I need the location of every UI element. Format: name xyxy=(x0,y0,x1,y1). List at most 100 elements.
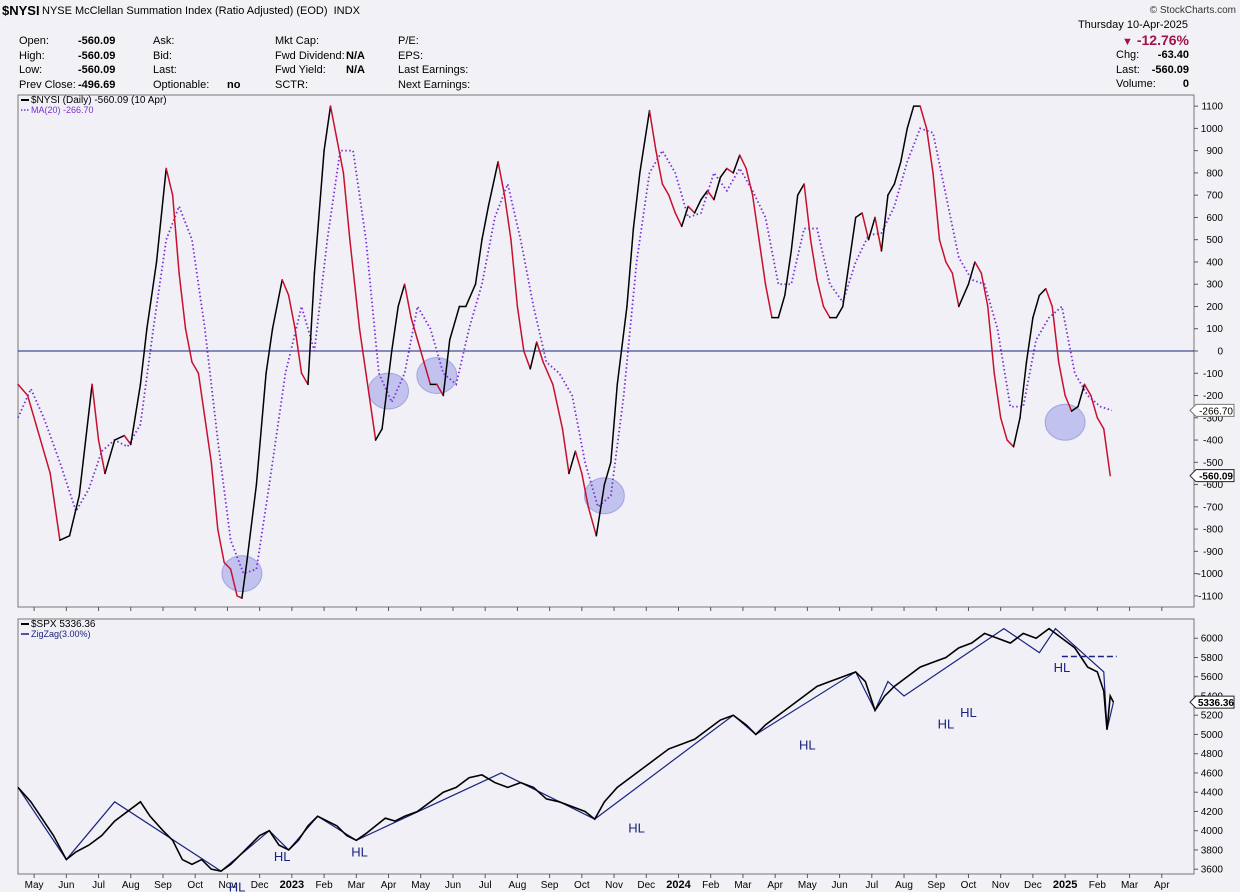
y-tick-label: 5800 xyxy=(1201,653,1224,664)
mid2-quotes-label: Mkt Cap: xyxy=(275,35,320,47)
y-tick-label: 0 xyxy=(1217,347,1223,358)
nysi-segment xyxy=(777,294,786,319)
y-tick-label: 800 xyxy=(1206,168,1223,179)
nysi-segment xyxy=(1012,417,1021,448)
nysi-segment xyxy=(300,372,309,386)
left-quotes-label: Prev Close: xyxy=(19,78,76,91)
hl-annotation: HL xyxy=(799,738,816,753)
hl-annotation: HL xyxy=(351,845,368,860)
right-quote-value: 0 xyxy=(1182,78,1189,90)
nysi-segment xyxy=(171,194,180,274)
nysi-segment xyxy=(542,361,554,386)
hl-annotation: HL xyxy=(960,705,977,720)
y-tick-label: -200 xyxy=(1203,391,1223,402)
x-tick-label: Sep xyxy=(927,880,945,891)
x-tick-label: 2024 xyxy=(666,879,691,891)
nysi-segment xyxy=(574,450,583,475)
nysi-segment xyxy=(900,127,908,163)
x-tick-label: May xyxy=(411,880,430,891)
nysi-segment xyxy=(313,149,325,274)
quote-header: $NYSI NYSE McClellan Summation Index (Ra… xyxy=(0,0,1240,94)
nysi-segment xyxy=(958,283,970,308)
highlight-circle xyxy=(1044,403,1086,441)
nysi-segment xyxy=(854,212,863,219)
y-tick-label: 5200 xyxy=(1201,711,1224,722)
hl-annotation: HL xyxy=(938,717,955,732)
down-triangle-icon: ▼ xyxy=(1121,36,1133,48)
nysi-segment xyxy=(706,189,715,201)
left-quotes-value: -560.09 xyxy=(78,64,116,76)
nysi-segment xyxy=(552,383,564,430)
y-tick-label: 4200 xyxy=(1201,807,1224,818)
nysi-segment xyxy=(764,283,773,319)
nysi-segment xyxy=(184,327,193,363)
ma20-line xyxy=(17,127,1113,575)
nysi-segment xyxy=(436,383,445,397)
mid3-quotes-label: Last Earnings: xyxy=(398,64,469,76)
nysi-segment xyxy=(529,341,538,370)
mid2-quotes-value: N/A xyxy=(346,64,365,76)
nysi-segment xyxy=(178,272,187,330)
x-tick-label: 2023 xyxy=(280,612,304,613)
nysi-segment xyxy=(26,394,39,430)
nysi-segment xyxy=(374,428,383,441)
x-tick-label: Mar xyxy=(348,880,366,891)
nysi-segment xyxy=(68,494,80,537)
nysi-segment xyxy=(561,428,570,475)
x-tick-label: 2024 xyxy=(666,612,691,613)
nysi-segment xyxy=(281,279,290,297)
nysi-segment xyxy=(945,261,954,274)
x-tick-label: Nov xyxy=(605,880,623,891)
nysi-segment xyxy=(668,194,677,214)
nysi-segment xyxy=(155,167,167,263)
y-tick-label: 4600 xyxy=(1201,768,1224,779)
nysi-segment xyxy=(336,138,345,174)
exchange-label: INDX xyxy=(333,5,360,17)
nysi-segment xyxy=(523,350,532,370)
nysi-segment xyxy=(236,595,243,599)
nysi-segment xyxy=(726,167,735,174)
x-tick-label: Feb xyxy=(702,880,720,891)
nysi-segment xyxy=(751,194,760,241)
nysi-segment xyxy=(130,383,142,446)
x-tick-label: Sep xyxy=(154,880,172,891)
legend-nysi: $NYSI (Daily) -560.09 (10 Apr) xyxy=(31,95,167,106)
x-tick-label: Jul xyxy=(865,880,878,891)
y-tick-label: 3800 xyxy=(1201,845,1224,856)
nysi-segment xyxy=(732,154,741,174)
nysi-segment xyxy=(993,372,1002,419)
nysi-segment xyxy=(36,428,51,475)
nysi-segment xyxy=(104,439,116,475)
nysi-segment xyxy=(1032,294,1041,319)
quote-date: Thursday 10-Apr-2025 xyxy=(1077,19,1188,31)
nysi-segment xyxy=(809,238,818,281)
nysi-segment xyxy=(887,183,896,196)
nysi-segment xyxy=(713,176,722,201)
nysi-segment xyxy=(925,127,934,174)
y-tick-label: 5600 xyxy=(1201,672,1224,683)
y-tick-label: 4400 xyxy=(1201,788,1224,799)
mid-quotes-label: Bid: xyxy=(153,49,172,62)
y-tick-label: 500 xyxy=(1206,235,1223,246)
y-tick-label: 400 xyxy=(1206,257,1223,268)
mid3-quotes-label: Next Earnings: xyxy=(398,78,471,91)
y-tick-label: -900 xyxy=(1203,547,1223,558)
spx-last-value-tag xyxy=(1189,695,1235,709)
percent-change-value: -12.76% xyxy=(1136,32,1189,48)
nysi-segment xyxy=(342,172,351,241)
nysi-segment xyxy=(397,283,406,308)
ma-value-tag-text: -266.70 xyxy=(1199,406,1233,417)
nysi-segment xyxy=(796,183,805,196)
x-tick-label: Oct xyxy=(574,880,590,891)
nysi-segment xyxy=(271,279,283,330)
nysi-segment xyxy=(368,394,377,441)
nysi-segment xyxy=(487,161,499,208)
nysi-segment xyxy=(874,216,883,252)
nysi-segment xyxy=(191,361,200,375)
nysi-segment xyxy=(1064,394,1073,412)
nysi-segment xyxy=(416,339,425,363)
nysi-segment xyxy=(113,434,126,441)
right-quote-label: Volume: xyxy=(1116,78,1156,90)
x-tick-label: Aug xyxy=(122,880,140,891)
nysi-segment xyxy=(204,417,213,464)
